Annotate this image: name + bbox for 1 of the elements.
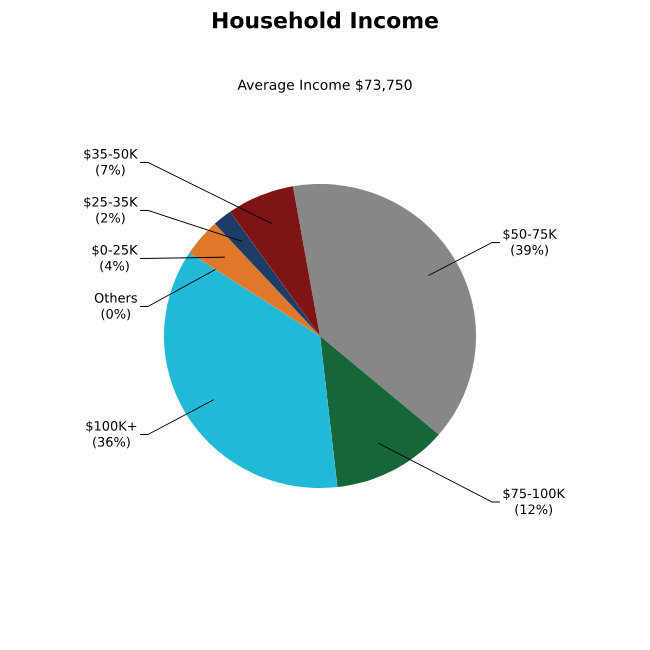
chart-title: Household Income (213, 11, 438, 29)
